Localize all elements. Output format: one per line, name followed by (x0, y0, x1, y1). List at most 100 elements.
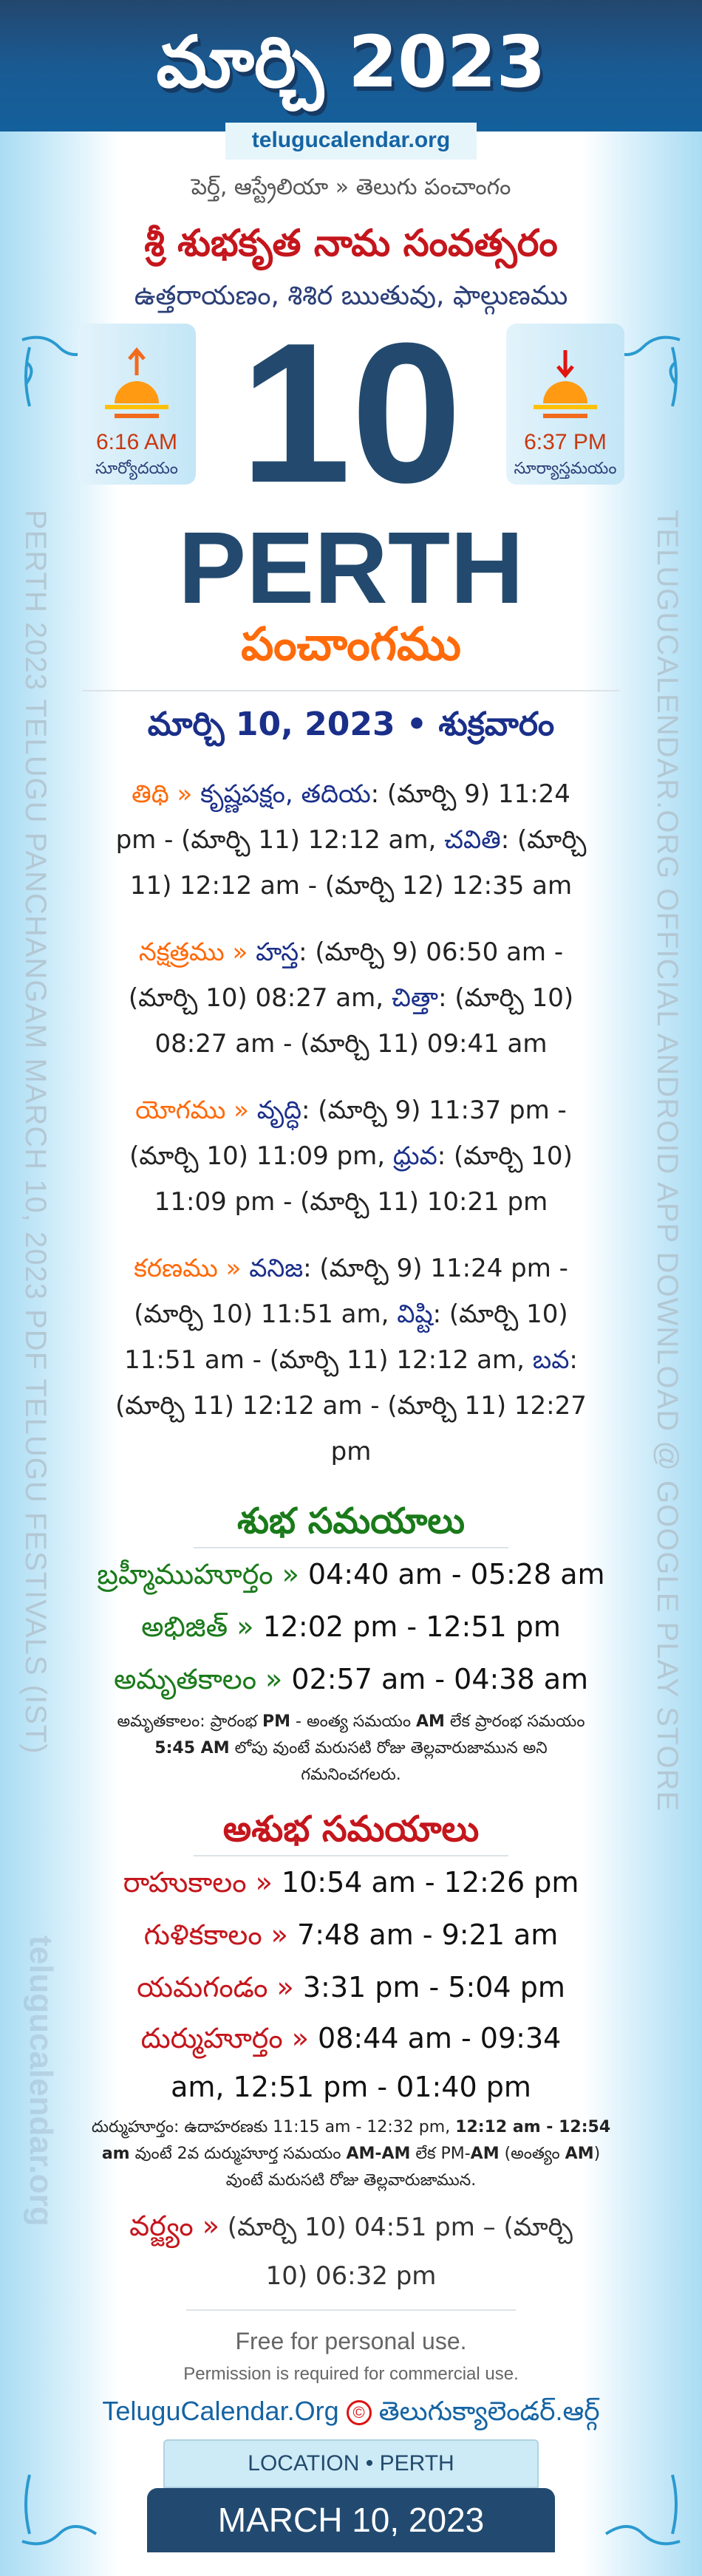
note-text: AM (415, 1712, 445, 1731)
bad-time-row: రాహుకాలం » 10:54 am - 12:26 pm (111, 1856, 591, 1909)
row-value: 10:54 am - 12:26 pm (272, 1866, 579, 1899)
sunset-time: 6:37 PM (524, 430, 607, 454)
element-name: వృద్ధి (256, 1096, 302, 1125)
season-line: ఉత్తరాయణం, శిశిర ఋతువు, ఫాల్గుణము (134, 281, 568, 311)
samvatsaram-title: శ్రీ శుభకృత నామ సంవత్సరం (144, 222, 558, 264)
row-label: యమగండం » (137, 1971, 294, 2003)
month-title: మార్చి 2023 (156, 21, 546, 103)
nakshatra-label: నక్షత్రము » (138, 937, 248, 967)
panchangam-title: పంచాంగము (241, 617, 461, 671)
watermark: telugucalendar.org (23, 1936, 59, 2227)
note-text: లోపు వుంటే మరుసటి రోజు తెల్లవారుజామున అన… (229, 1739, 548, 1784)
note-text: లేక ప్రారంభ సమయం (444, 1712, 585, 1731)
note-text: 5:45 AM (154, 1739, 230, 1757)
row-label: గుళికకాలం » (143, 1919, 288, 1951)
ornament-bottom-left-icon (21, 2474, 98, 2546)
note-text: PM (262, 1712, 291, 1731)
divider (186, 2309, 516, 2311)
date-line: మార్చి 10, 2023 • శుక్రవారం (147, 706, 555, 743)
karana-block: కరణము » వనిజ: (మార్చి 9) 11:24 pm - (మార… (111, 1246, 591, 1475)
divider (194, 1547, 508, 1548)
good-times-title: శుభ సమయాలు (237, 1500, 465, 1542)
row-value: 3:31 pm - 5:04 pm (293, 1971, 565, 2003)
note-text: AM (470, 2145, 500, 2163)
side-text-left: PERTH 2023 TELUGU PANCHANGAM MARCH 10, 2… (19, 510, 52, 1755)
element-name: చిత్తా (391, 983, 439, 1013)
durmuhurtham-note: దుర్ముహూర్తం: ఉదాహరణకు 11:15 am - 12:32 … (89, 2111, 613, 2201)
good-time-row: అభిజిత్ » 12:02 pm - 12:51 pm (89, 1601, 613, 1653)
note-text: దుర్ముహూర్తం: ఉదాహరణకు 11:15 am - 12:32 … (91, 2118, 456, 2136)
sunrise-label: సూర్యోదయం (95, 459, 178, 478)
row-value: 02:57 am - 04:38 am (282, 1663, 589, 1695)
ornament-bottom-right-icon (604, 2474, 681, 2546)
location-tab: LOCATION • PERTH (163, 2439, 539, 2488)
sunset-icon (534, 350, 597, 418)
divider (194, 1855, 508, 1856)
row-label: దుర్ముహూర్తం » (140, 2022, 309, 2054)
row-value: 12:02 pm - 12:51 pm (253, 1610, 561, 1643)
element-time: : (మార్చి 9) 11:24 pm - (మార్చి 11) 12:1… (115, 779, 570, 855)
sunrise-icon (105, 347, 168, 418)
date-box: MARCH 10, 2023 (147, 2488, 555, 2552)
brand-link[interactable]: TeluguCalendar.Org (102, 2396, 339, 2426)
good-time-row: అమృతకాలం » 02:57 am - 04:38 am (89, 1653, 613, 1706)
bad-time-row: గుళికకాలం » 7:48 am - 9:21 am (111, 1909, 591, 1961)
karana-label: కరణము » (134, 1254, 242, 1283)
element-time: : (మార్చి 11) 12:12 am - (మార్చి 11) 12:… (115, 1345, 587, 1466)
element-time: : (మార్చి 10) 08:27 am - (మార్చి 11) 09:… (154, 983, 574, 1059)
row-label: అభిజిత్ » (141, 1610, 254, 1643)
element-name: విష్టి (397, 1299, 433, 1329)
good-times-list: బ్రహ్మీముహూర్తం » 04:40 am - 05:28 am అభ… (89, 1548, 613, 1796)
yoga-label: యోగము » (135, 1096, 249, 1125)
site-link[interactable]: telugucalendar.org (225, 123, 477, 160)
yoga-block: యోగము » వృద్ధి: (మార్చి 9) 11:37 pm - (మ… (111, 1087, 591, 1225)
row-value: 08:44 am - 09:34 am, 12:51 pm - 01:40 pm (171, 2022, 562, 2103)
note-text: AM (565, 2145, 594, 2163)
main-content: మార్చి 10, 2023 • శుక్రవారం తిథి » కృష్ణ… (83, 690, 619, 2552)
row-label: రాహుకాలం » (123, 1866, 273, 1899)
header-banner: మార్చి 2023 (0, 0, 702, 131)
row-value: (మార్చి 10) 04:51 pm – (మార్చి 10) 06:32… (219, 2213, 573, 2291)
row-label: వర్జ్యం » (129, 2210, 219, 2242)
row-value: 04:40 am - 05:28 am (299, 1558, 605, 1591)
amrutha-note: అమృతకాలం: ప్రారంభ PM - అంత్య సమయం AM లేక… (89, 1706, 613, 1796)
bad-time-row: దుర్ముహూర్తం » 08:44 am - 09:34 am, 12:5… (111, 2014, 591, 2111)
sunrise-card: 6:16 AM సూర్యోదయం (78, 324, 196, 485)
row-label: బ్రహ్మీముహూర్తం » (97, 1558, 299, 1591)
element-name: చవితి (444, 825, 501, 855)
sunset-label: సూర్యాస్తమయం (514, 459, 617, 478)
location-subtitle: పెర్త్, ఆస్ట్రేలియా » తెలుగు పంచాంగం (191, 174, 511, 200)
good-time-row: బ్రహ్మీముహూర్తం » 04:40 am - 05:28 am (89, 1548, 613, 1601)
varjyam-row: వర్జ్యం » (మార్చి 10) 04:51 pm – (మార్చి… (111, 2201, 591, 2300)
brand-line: TeluguCalendar.Org © తెలుగుక్యాలెండర్.ఆర… (89, 2389, 613, 2433)
brand-telugu: తెలుగుక్యాలెండర్.ఆర్గ్ (378, 2396, 600, 2426)
tithi-label: తిథి » (132, 779, 193, 809)
note-text: - అంత్య సమయం (290, 1712, 416, 1731)
element-time: : (మార్చి 10) 11:09 pm - (మార్చి 11) 10:… (154, 1141, 573, 1217)
sunset-card: 6:37 PM సూర్యాస్తమయం (506, 324, 624, 485)
element-name: హస్త (256, 937, 299, 967)
element-time: : (మార్చి 9) 11:24 pm - (మార్చి 10) 11:5… (134, 1254, 568, 1329)
city-name: PERTH (178, 511, 524, 625)
permission-text: Permission is required for commercial us… (183, 2364, 519, 2384)
bad-times-title: అశుభ సమయాలు (222, 1808, 480, 1850)
element-time: : (మార్చి 9) 06:50 am - (మార్చి 10) 08:2… (128, 937, 564, 1013)
note-text: ) వుంటే మరుసటి రోజు తెల్లవారుజామున. (225, 2145, 601, 2190)
element-name: ధ్రువ (392, 1141, 437, 1171)
row-value: 7:48 am - 9:21 am (287, 1919, 559, 1951)
side-text-right: TELUGUCALENDAR.ORG OFFICIAL ANDROID APP … (651, 510, 684, 1812)
element-time: : (మార్చి 11) 12:12 am - (మార్చి 12) 12:… (129, 825, 587, 901)
element-name: బవ (532, 1345, 570, 1375)
element-time: : (మార్చి 9) 11:37 pm - (మార్చి 10) 11:0… (129, 1096, 567, 1171)
day-number: 10 (239, 302, 463, 525)
note-text: లేక PM- (410, 2145, 471, 2163)
tithi-block: తిథి » కృష్ణపక్షం, తదియ: (మార్చి 9) 11:2… (111, 771, 591, 909)
element-name: వనిజ (249, 1254, 304, 1283)
note-text: (అంత్యం (499, 2145, 565, 2163)
element-name: కృష్ణపక్షం, తదియ (200, 779, 371, 809)
divider (83, 690, 619, 691)
sunrise-time: 6:16 AM (95, 430, 178, 454)
note-text: అమృతకాలం: ప్రారంభ (117, 1712, 263, 1731)
copyright-icon: © (346, 2400, 372, 2426)
nakshatra-block: నక్షత్రము » హస్త: (మార్చి 9) 06:50 am - … (111, 929, 591, 1067)
